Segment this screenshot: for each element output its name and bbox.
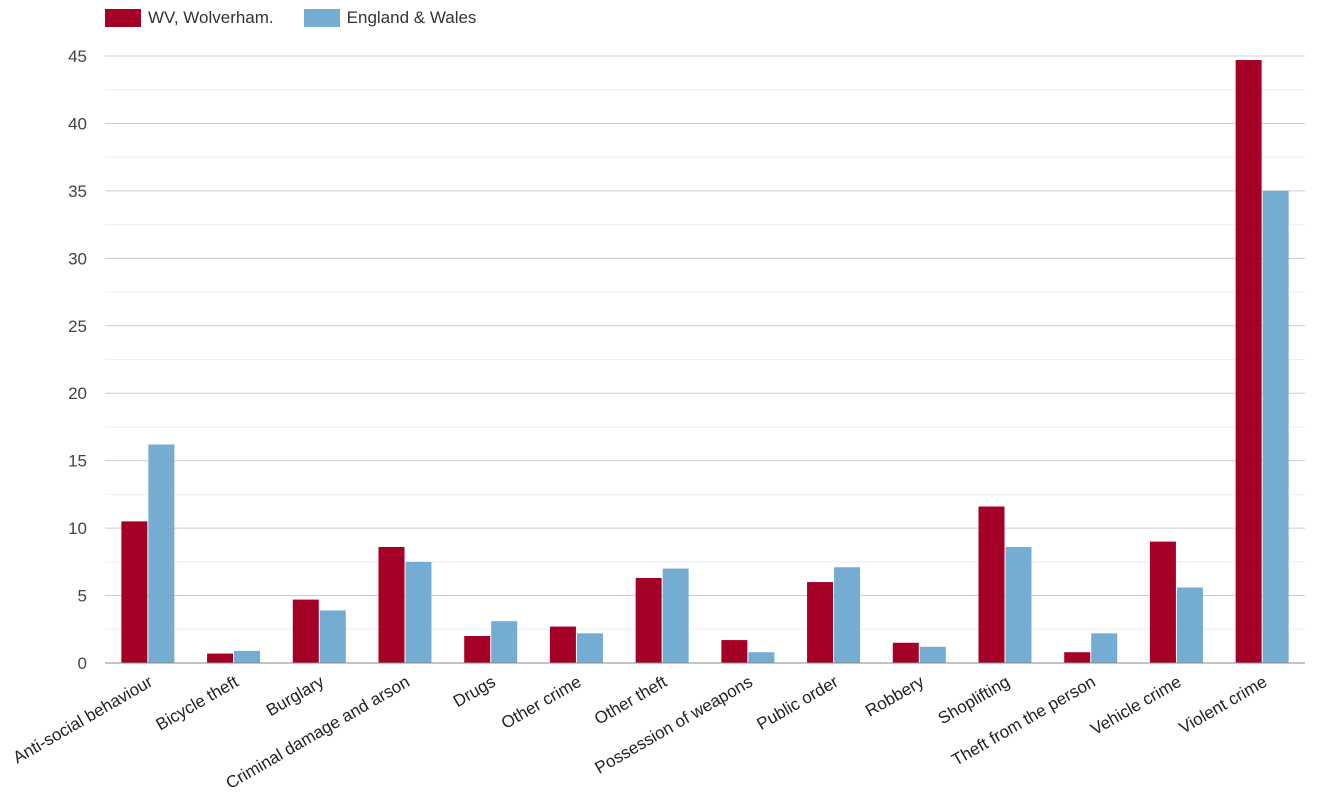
y-tick-label: 40 (68, 114, 87, 133)
x-category-label: Robbery (862, 672, 928, 721)
x-category-label: Drugs (450, 672, 499, 711)
legend-item-series-1[interactable]: WV, Wolverham. (105, 8, 274, 28)
legend-label-series-1: WV, Wolverham. (148, 8, 274, 27)
bar-series-2-possession-of-weapons[interactable] (748, 652, 775, 663)
x-category-label: Other crime (498, 672, 584, 733)
bar-series-1-burglary[interactable] (292, 599, 319, 663)
x-category-label: Burglary (263, 672, 328, 720)
bar-series-1-violent-crime[interactable] (1235, 60, 1262, 663)
bar-series-1-other-crime[interactable] (549, 626, 576, 663)
y-tick-label: 25 (68, 317, 87, 336)
bar-series-1-vehicle-crime[interactable] (1149, 541, 1176, 663)
y-tick-label: 5 (78, 587, 87, 606)
x-category-label: Bicycle theft (153, 672, 242, 734)
bar-series-2-public-order[interactable] (834, 567, 861, 663)
bar-series-1-robbery[interactable] (892, 642, 919, 663)
y-axis-ticks: 0 5 10 15 20 25 30 35 40 45 (68, 47, 87, 673)
x-category-label: Other theft (591, 672, 670, 729)
x-category-label: Public order (754, 672, 842, 734)
legend-swatch-series-1 (105, 9, 141, 27)
bar-series-1-drugs[interactable] (464, 636, 491, 663)
bar-series-1-shoplifting[interactable] (978, 506, 1005, 663)
bar-series-2-other-theft[interactable] (662, 568, 689, 663)
bar-series-2-robbery[interactable] (919, 646, 946, 663)
bar-series-1-possession-of-weapons[interactable] (721, 640, 748, 663)
x-category-label: Shoplifting (935, 672, 1013, 728)
bar-series-1-anti-social-behaviour[interactable] (121, 521, 148, 663)
x-category-label: Possession of weapons (592, 672, 756, 778)
legend-item-series-2[interactable]: England & Wales (303, 8, 477, 28)
bars (121, 60, 1289, 663)
bar-series-1-criminal-damage-and-arson[interactable] (378, 546, 405, 663)
bar-series-2-bicycle-theft[interactable] (234, 650, 261, 663)
x-category-label: Anti-social behaviour (10, 672, 156, 768)
bar-series-2-burglary[interactable] (319, 610, 346, 663)
bar-series-2-theft-from-the-person[interactable] (1091, 633, 1118, 663)
bar-series-2-shoplifting[interactable] (1005, 546, 1032, 663)
y-tick-label: 0 (78, 654, 87, 673)
bar-series-2-criminal-damage-and-arson[interactable] (405, 561, 432, 663)
bar-series-2-violent-crime[interactable] (1262, 190, 1289, 663)
chart-legend: WV, Wolverham. England & Wales (105, 7, 506, 29)
grid-lines (105, 55, 1305, 630)
x-category-label: Violent crime (1176, 672, 1270, 737)
x-category-label: Theft from the person (948, 672, 1098, 770)
y-tick-label: 35 (68, 182, 87, 201)
legend-swatch-series-2 (303, 9, 340, 27)
bar-series-1-other-theft[interactable] (635, 578, 662, 663)
bar-series-2-anti-social-behaviour[interactable] (148, 444, 175, 663)
bar-series-1-bicycle-theft[interactable] (207, 653, 234, 663)
x-category-label: Vehicle crime (1087, 672, 1184, 739)
bar-series-2-vehicle-crime[interactable] (1176, 587, 1203, 663)
bar-series-2-drugs[interactable] (491, 621, 518, 663)
y-tick-label: 20 (68, 384, 87, 403)
y-tick-label: 15 (68, 452, 87, 471)
legend-label-series-2: England & Wales (346, 8, 477, 27)
bar-series-2-other-crime[interactable] (576, 633, 603, 663)
bar-series-1-theft-from-the-person[interactable] (1064, 652, 1091, 663)
y-tick-label: 45 (68, 47, 87, 66)
y-tick-label: 10 (68, 519, 87, 538)
y-tick-label: 30 (68, 249, 87, 268)
bar-series-1-public-order[interactable] (807, 582, 834, 663)
